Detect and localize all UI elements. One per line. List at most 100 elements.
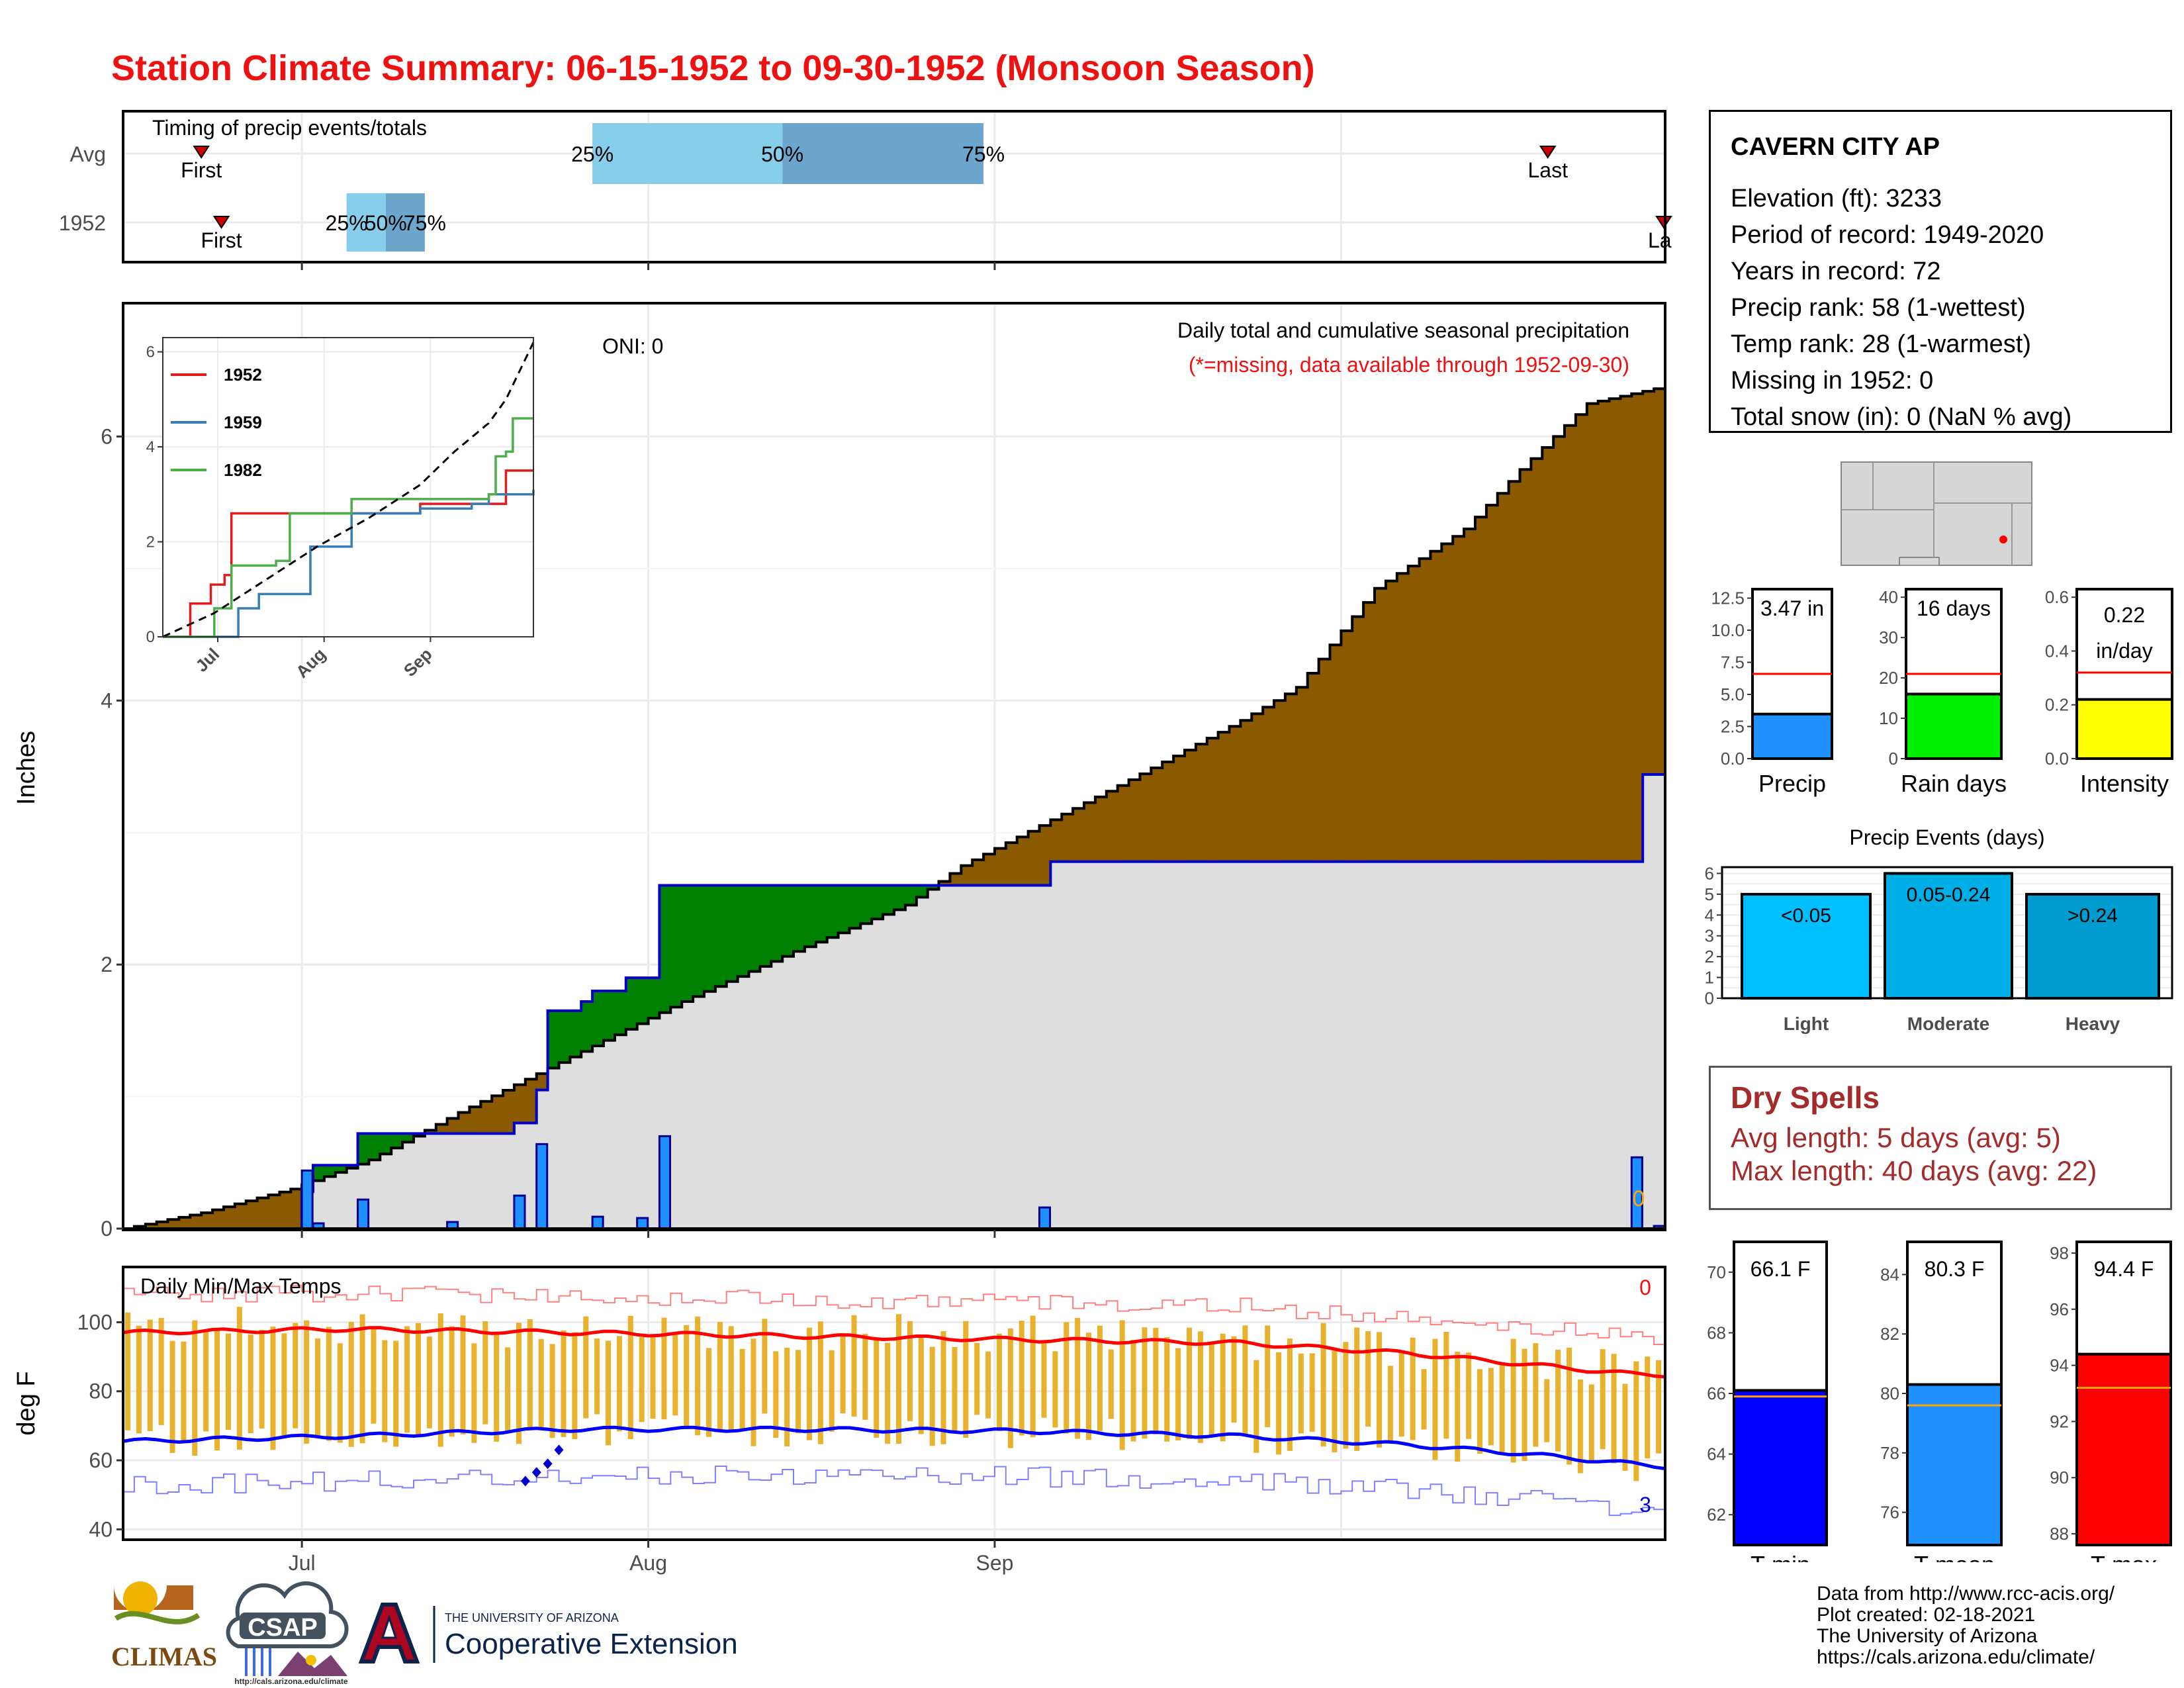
precip-deficit-fill [480, 1101, 492, 1134]
daily-precip-bar [300, 1169, 314, 1230]
daily-temp-bar [527, 1319, 533, 1427]
summary-ytick-label: 12.5 [1711, 588, 1745, 608]
daily-temp-bar [471, 1343, 477, 1443]
daily-temp-bar [627, 1315, 633, 1440]
precip-deficit-fill [1084, 802, 1096, 862]
daily-temp-bar [728, 1326, 734, 1430]
precip-deficit-fill [1251, 714, 1263, 862]
daily-temp-bar [1197, 1331, 1203, 1443]
temp-summary-category-label: T-max [2091, 1551, 2157, 1562]
precip-surplus-fill [927, 885, 940, 890]
temp-summary-ytick-label: 90 [2050, 1468, 2069, 1487]
daily-temp-bar [549, 1344, 555, 1438]
daily-temp-bar [1354, 1327, 1360, 1451]
precip-deficit-fill [469, 1107, 481, 1134]
daily-temp-bar [326, 1327, 332, 1441]
precip-deficit-fill [1117, 785, 1130, 862]
summary-ytick-label: 0.4 [2045, 641, 2069, 661]
summary-bar-2 [2075, 698, 2173, 760]
daily-temp-bar [337, 1343, 343, 1443]
precip-deficit-fill [1050, 820, 1062, 862]
precip-deficit-fill [1095, 796, 1107, 862]
temp-summary-ytick-label: 66 [1707, 1383, 1726, 1403]
daily-temp-bar [684, 1325, 690, 1427]
daily-temp-bar [1332, 1350, 1338, 1453]
precip-surplus-fill [625, 978, 638, 1029]
daily-temp-bar [773, 1351, 779, 1438]
summary-category-label: Intensity [2080, 770, 2169, 797]
daily-temp-bar [874, 1340, 880, 1438]
timing-avg-first: First [181, 158, 222, 182]
precip-deficit-fill [492, 1096, 504, 1134]
daily-temp-bar [304, 1320, 310, 1444]
events-ytick-label: 1 [1705, 968, 1714, 988]
temp-summary-bar-2 [2075, 1352, 2172, 1546]
temp-summary-bar-0 [1733, 1389, 1828, 1546]
timing-row-year: 1952 [59, 211, 106, 235]
daily-temp-bar [382, 1340, 388, 1442]
daily-temp-bar [516, 1323, 522, 1444]
summary-ytick-label: 0.0 [1721, 749, 1745, 769]
precip-deficit-fill [1263, 707, 1275, 862]
summary-ytick-label: 10 [1879, 708, 1898, 728]
precip-deficit-fill [1318, 659, 1331, 862]
temp-summary-ytick-label: 94 [2050, 1356, 2069, 1376]
temperature-panel: 40 60 80 100 Daily Min/Max Temps 0 3 deg F [13, 1266, 1666, 1541]
events-bar-0 [1741, 892, 1872, 1000]
precip-surplus-fill [849, 885, 861, 929]
precip-deficit-fill [972, 859, 984, 886]
precip-deficit-fill [983, 854, 995, 886]
inset-frame [162, 337, 534, 637]
daily-temp-bar [751, 1338, 756, 1446]
daily-temp-bar [929, 1346, 935, 1446]
credit-source: Data from http://www.rcc-acis.org/ [1817, 1583, 2115, 1605]
precip-surplus-fill [324, 1165, 336, 1177]
precip-deficit-fill [994, 848, 1007, 886]
precip-deficit-fill [1419, 558, 1432, 862]
daily-temp-bar [606, 1340, 612, 1446]
precip-deficit-fill [1073, 808, 1085, 862]
daily-temp-bar [1108, 1349, 1114, 1419]
daily-temp-bar [672, 1335, 678, 1416]
temp-summary-category-label: T-min [1751, 1551, 1810, 1562]
events-bar-label: <0.05 [1781, 905, 1831, 927]
precip-deficit-fill [1586, 403, 1599, 862]
inset-legend-label: 1959 [224, 412, 262, 432]
daily-temp-bar [1287, 1338, 1293, 1451]
temp-bottom-count: 3 [1639, 1493, 1651, 1517]
daily-temp-bar [1410, 1337, 1416, 1440]
record-low-marker [554, 1444, 564, 1456]
summary-ytick-label: 20 [1879, 668, 1898, 688]
precip-deficit-fill [1218, 732, 1230, 862]
precip-deficit-fill [1151, 767, 1163, 862]
events-bar-label: >0.24 [2068, 905, 2118, 927]
daily-temp-bar [840, 1333, 846, 1414]
daily-temp-bar [538, 1338, 544, 1428]
precip-deficit-fill [1441, 543, 1453, 862]
precip-deficit-fill [447, 1118, 459, 1134]
summary-category-label: Rain days [1901, 770, 2007, 797]
temp-summary-ytick-label: 82 [1880, 1324, 1899, 1344]
daily-temp-bar [1611, 1354, 1617, 1464]
daily-temp-bar [639, 1336, 645, 1423]
daily-temp-bar [1220, 1333, 1226, 1442]
daily-temp-bar [225, 1333, 231, 1430]
daily-temp-bar [594, 1338, 600, 1415]
daily-temp-bar [203, 1330, 209, 1432]
precip-deficit-fill [1274, 700, 1286, 862]
precip-deficit-fill [435, 1124, 448, 1134]
record-low-marker [531, 1467, 541, 1478]
daily-temp-bar [1466, 1352, 1472, 1439]
timing-year-bar-50-75 [385, 193, 425, 252]
precip-note: Daily total and cumulative seasonal prec… [1177, 318, 1629, 342]
daily-temp-bar [236, 1307, 242, 1450]
daily-temp-bar [259, 1329, 265, 1429]
events-frame [1721, 866, 2173, 1000]
precip-surplus-fill [860, 885, 872, 924]
dry-spells-max: Max length: 40 days (avg: 22) [1731, 1155, 2097, 1186]
station-dot [1999, 536, 2007, 543]
precip-deficit-fill [1475, 517, 1487, 862]
precip-deficit-fill [145, 1224, 158, 1229]
daily-temp-bar [1656, 1360, 1662, 1454]
